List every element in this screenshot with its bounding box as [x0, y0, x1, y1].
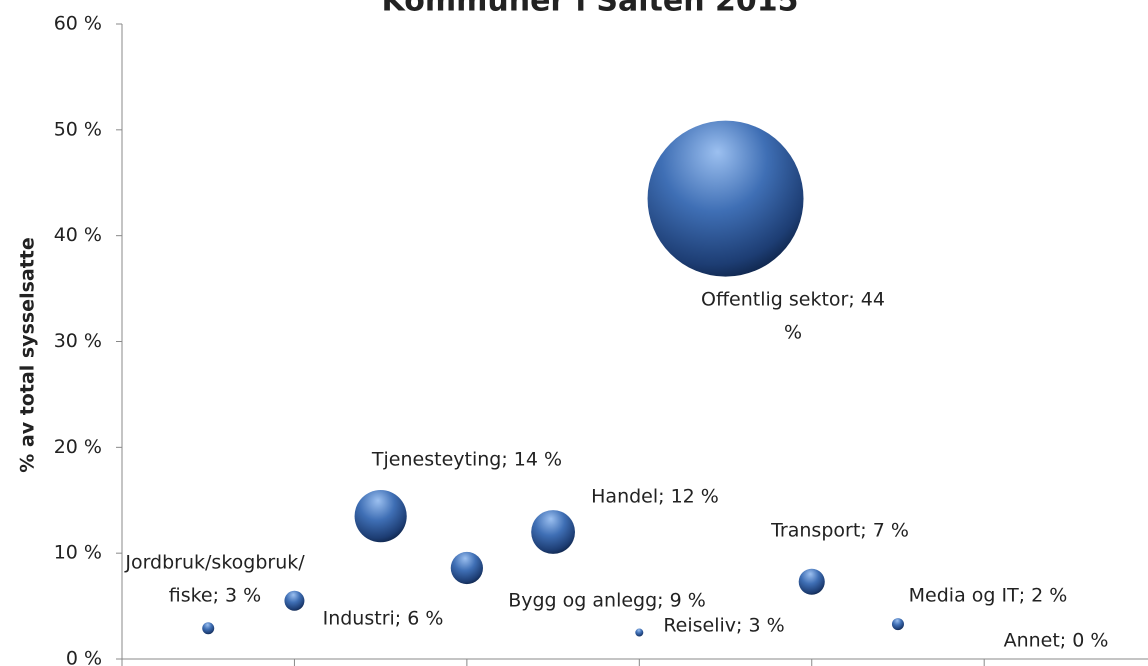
y-tick-label: 20 % [54, 436, 102, 458]
bubble [647, 120, 804, 277]
data-label: Jordbruk/skogbruk/ [124, 552, 305, 574]
y-tick-label: 50 % [54, 118, 102, 140]
y-tick-label: 10 % [54, 542, 102, 564]
bubble [202, 622, 215, 635]
bubble [891, 618, 904, 631]
bubble [284, 590, 305, 611]
data-label: Annet; 0 % [1004, 630, 1109, 652]
data-label: Offentlig sektor; 44 [701, 289, 885, 311]
y-axis-title: % av total sysselsatte [17, 237, 39, 473]
data-label: Handel; 12 % [591, 486, 719, 508]
data-label: Transport; 7 % [770, 520, 909, 542]
bubble [531, 510, 576, 554]
data-label: % [784, 322, 802, 344]
chart-title: Kommuner i Salten 2015 [382, 0, 799, 19]
data-label: Industri; 6 % [323, 608, 444, 630]
data-label: Bygg og anlegg; 9 % [508, 590, 706, 612]
bubble [450, 551, 483, 585]
y-tick-label: 40 % [54, 224, 102, 246]
bubble [635, 628, 644, 637]
y-tick-label: 30 % [54, 330, 102, 352]
bubble [798, 568, 825, 595]
data-label: fiske; 3 % [169, 585, 262, 607]
y-tick-label: 60 % [54, 13, 102, 35]
y-tick-label: 0 % [66, 648, 102, 666]
bubble [354, 490, 407, 543]
data-label: Tjenesteyting; 14 % [371, 449, 562, 471]
data-label: Reiseliv; 3 % [663, 615, 784, 637]
data-label: Media og IT; 2 % [909, 585, 1068, 607]
